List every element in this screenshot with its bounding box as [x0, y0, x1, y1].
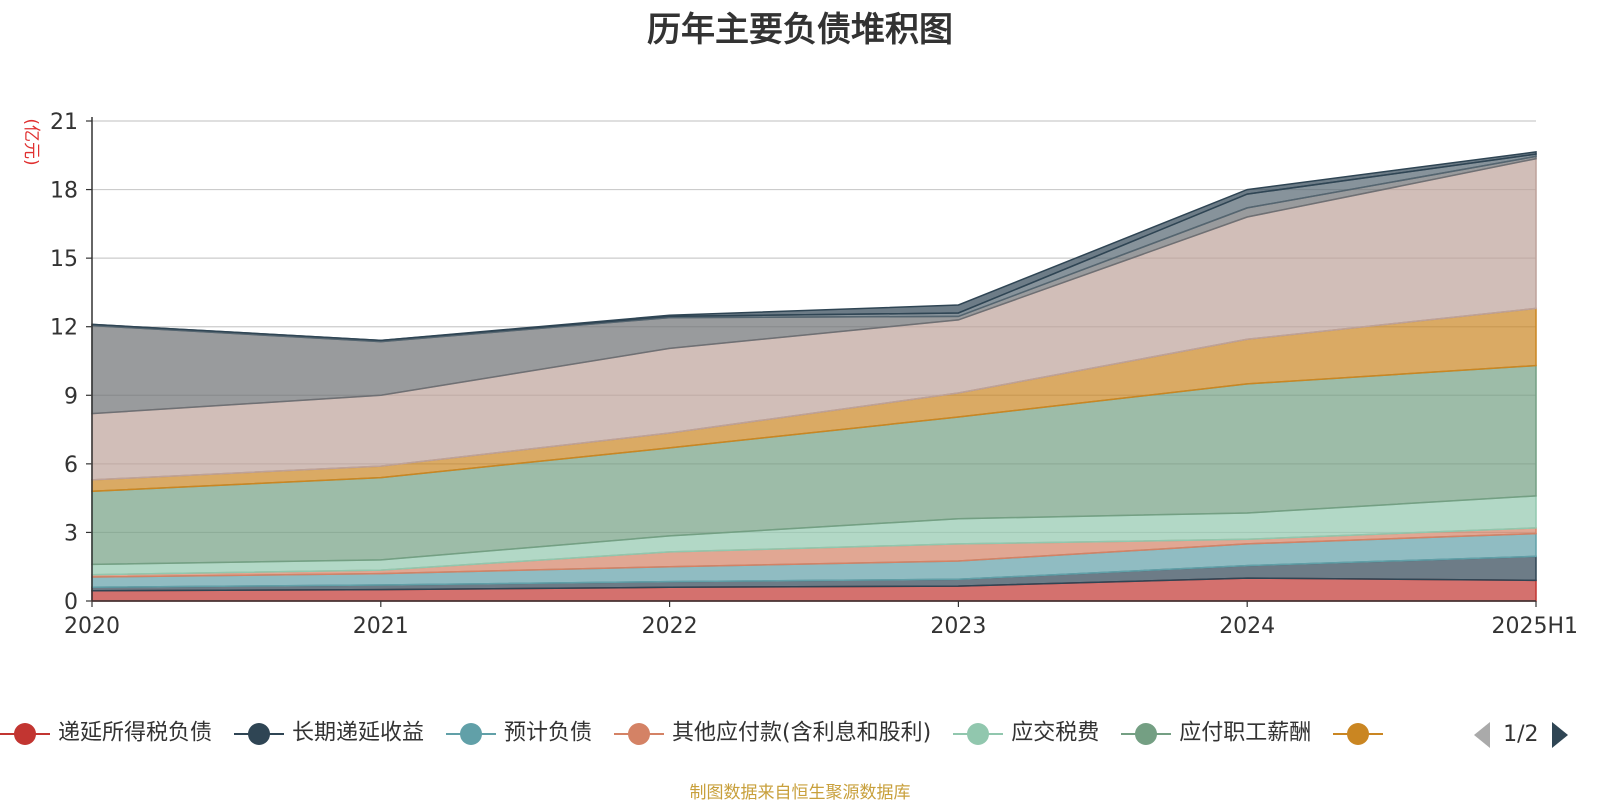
legend-label: 长期递延收益 — [292, 720, 425, 746]
y-axis-label: (亿元) — [21, 118, 41, 165]
y-tick-labels: 0 3 6 9 12 15 18 21 — [50, 110, 78, 615]
x-tick-label: 2022 — [642, 614, 698, 639]
legend-item[interactable]: 递延所得税负债 — [0, 716, 212, 750]
legend-label: 递延所得税负债 — [58, 720, 213, 746]
triangle-right-icon[interactable] — [1550, 720, 1570, 750]
y-tick-label: 6 — [64, 453, 78, 478]
y-tick-label: 0 — [64, 590, 78, 615]
y-tick-label: 15 — [50, 247, 78, 272]
x-tick-label: 2024 — [1219, 614, 1275, 639]
legend-item[interactable]: 应交税费 — [953, 716, 1099, 750]
legend: 递延所得税负债 长期递延收益 预计负债 其他应付款(含利息和股利) 应交税费 应付职工薪酬… — [0, 716, 1600, 756]
legend-label: 应交税费 — [1011, 720, 1100, 746]
legend-marker-icon — [1333, 722, 1384, 745]
y-tick-label: 12 — [50, 316, 78, 341]
x-tick-label: 2020 — [64, 614, 120, 639]
axes — [91, 117, 1536, 602]
legend-items: 递延所得税负债 长期递延收益 预计负债 其他应付款(含利息和股利) 应交税费 应付职工薪酬 — [0, 716, 1466, 756]
x-tick-label: 2023 — [930, 614, 986, 639]
legend-marker-icon — [446, 722, 497, 745]
legend-label: 预计负债 — [504, 720, 593, 746]
area-series — [91, 151, 1537, 602]
x-tick-labels: 2020 2021 2022 2023 2024 2025H1 — [64, 601, 1578, 639]
source-note: 制图数据来自恒生聚源数据库 — [689, 783, 911, 803]
legend-marker-icon — [234, 722, 285, 745]
legend-item[interactable]: 预计负债 — [446, 716, 592, 750]
chart-title: 历年主要负债堆积图 — [647, 10, 953, 50]
y-tick-label: 9 — [64, 384, 78, 409]
y-tick-label: 3 — [64, 521, 78, 546]
y-tick-label: 21 — [50, 110, 78, 135]
x-tick-label: 2021 — [353, 614, 409, 639]
legend-marker-icon — [0, 722, 50, 745]
legend-label: 其他应付款(含利息和股利) — [672, 720, 932, 746]
legend-item[interactable]: 应付职工薪酬 — [1121, 716, 1311, 750]
legend-marker-icon — [1121, 722, 1172, 745]
x-tick-label: 2025H1 — [1491, 614, 1578, 639]
legend-marker-icon — [614, 722, 665, 745]
legend-item[interactable]: 其他应付款(含利息和股利) — [614, 716, 931, 750]
area-series-10 — [91, 151, 1537, 342]
legend-item[interactable]: 长期递延收益 — [234, 716, 424, 750]
legend-pager: 1/2 — [1472, 716, 1570, 752]
legend-page-indicator: 1/2 — [1503, 721, 1539, 747]
legend-label: 应付职工薪酬 — [1179, 720, 1312, 746]
legend-marker-icon — [953, 722, 1004, 745]
y-tick-label: 18 — [50, 179, 78, 204]
legend-item[interactable] — [1333, 716, 1391, 750]
triangle-left-icon[interactable] — [1472, 720, 1492, 750]
